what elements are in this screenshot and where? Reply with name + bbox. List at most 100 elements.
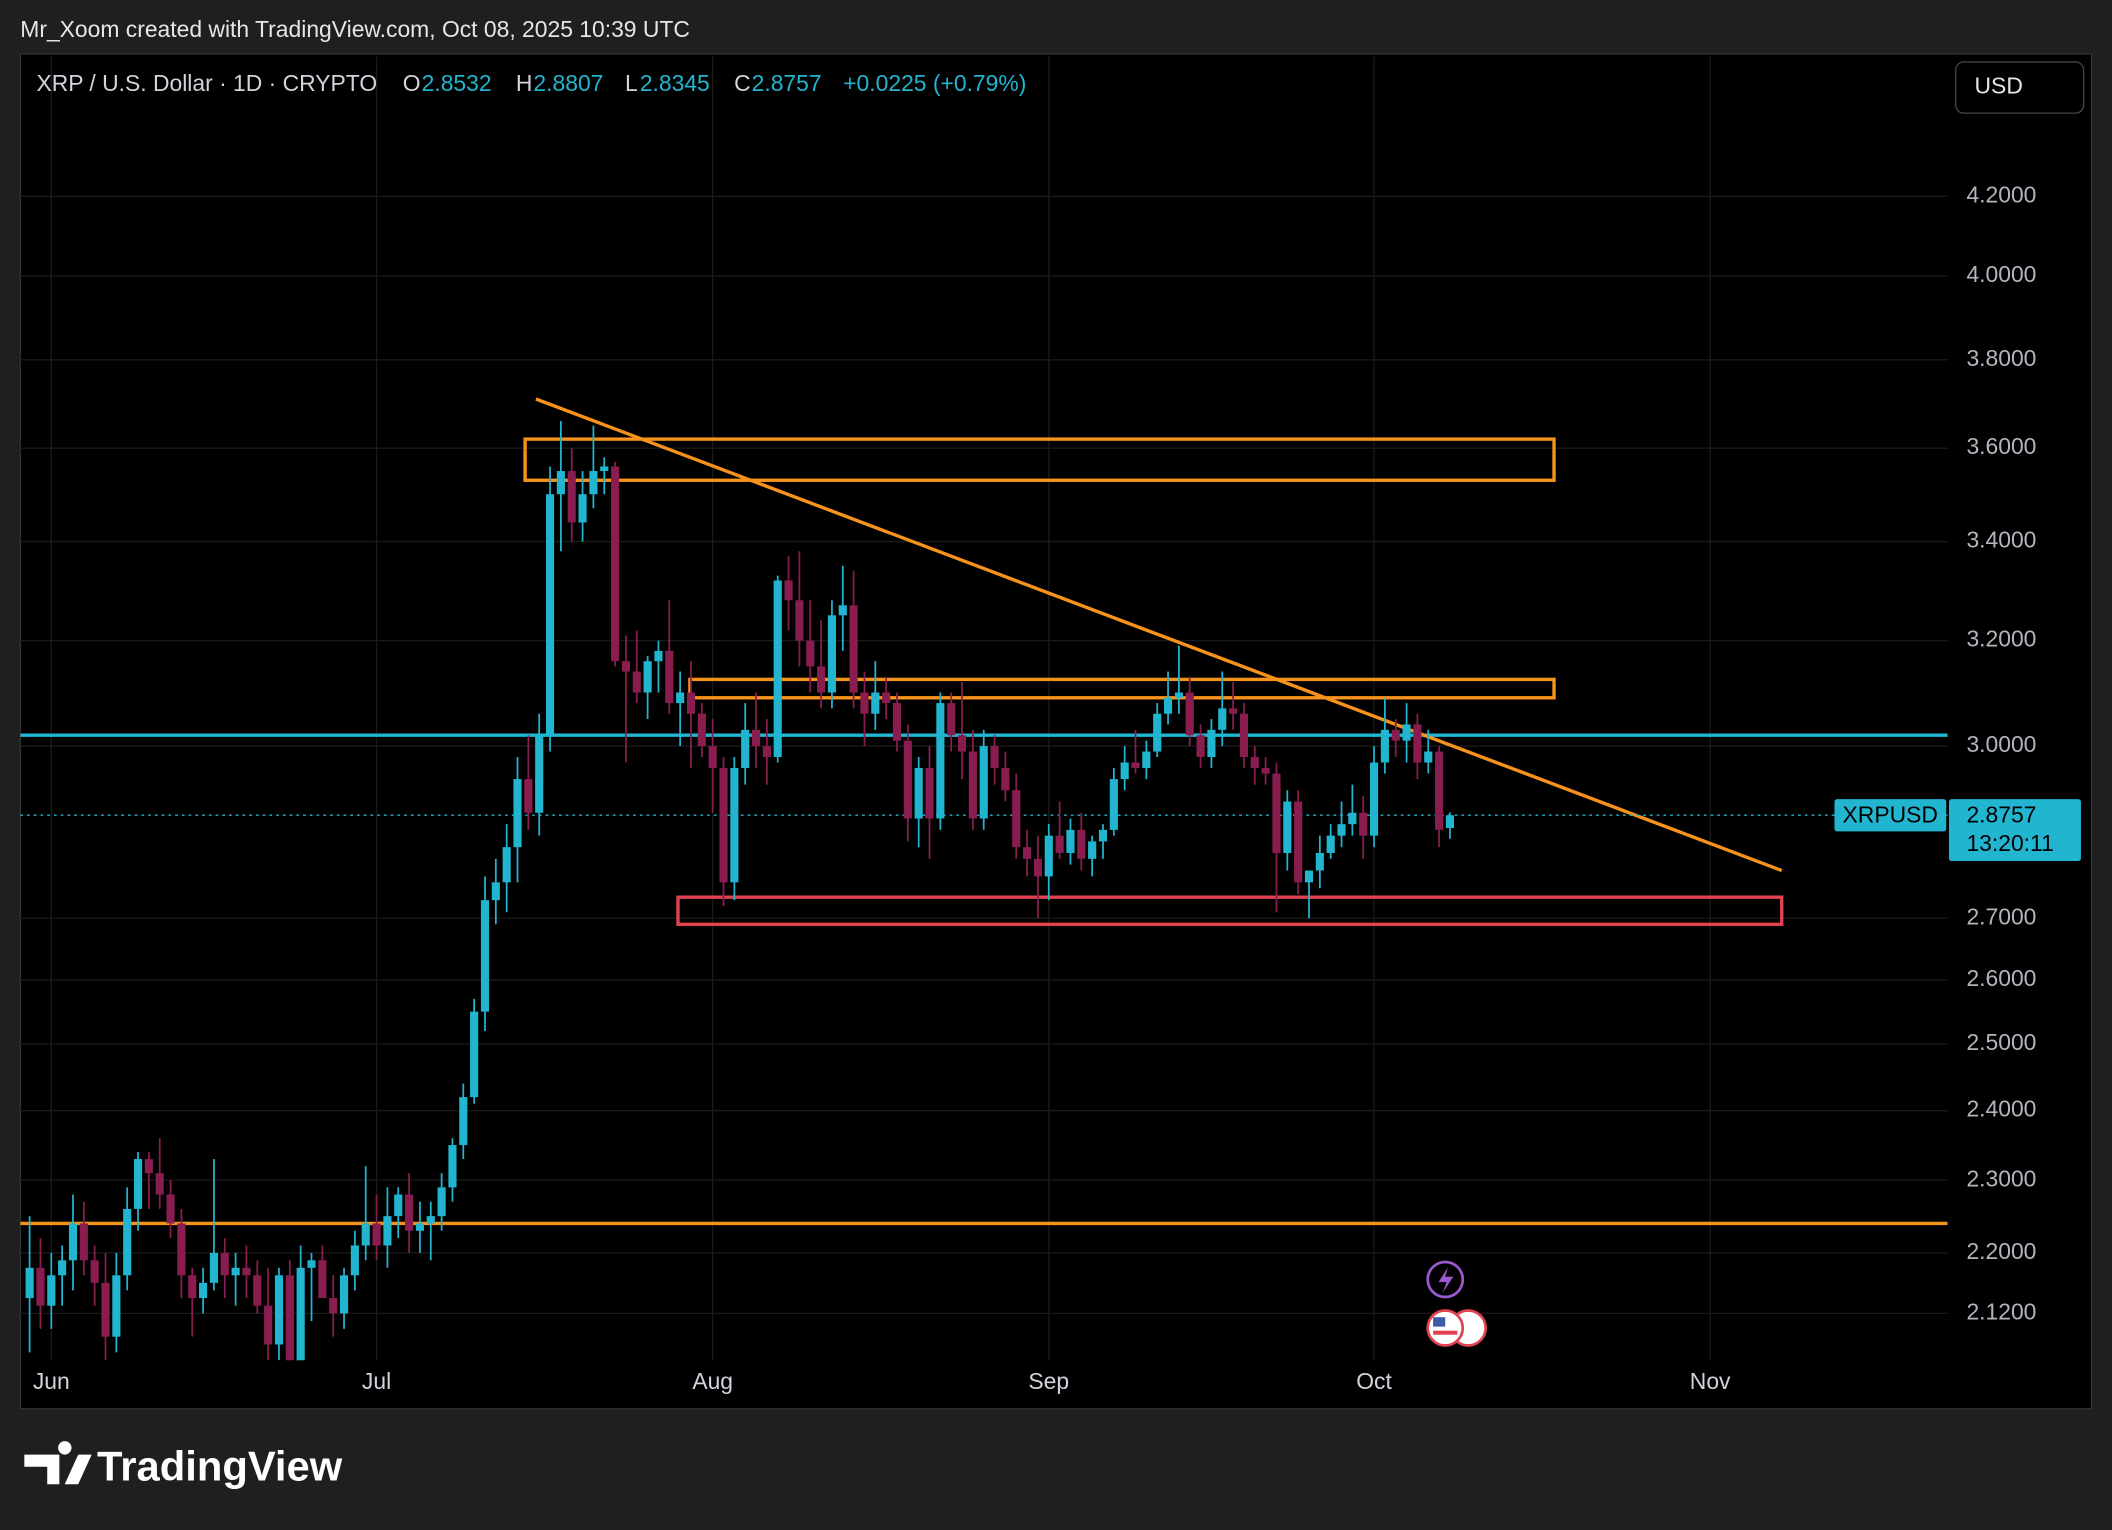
candle-body (1304, 870, 1314, 883)
y-tick-label: 4.0000 (1966, 261, 2036, 287)
candle-body (578, 494, 587, 523)
x-tick-label: Oct (1356, 1368, 1392, 1394)
candle-body (1185, 692, 1194, 736)
zone-box (688, 677, 1556, 700)
y-tick-label: 2.1200 (1966, 1298, 2036, 1324)
candle-body (762, 746, 771, 758)
candle-body (274, 1275, 284, 1345)
candle-body (285, 1275, 294, 1361)
candle-body (600, 466, 609, 472)
brand-name: TradingView (97, 1442, 343, 1489)
candle-body (25, 1267, 34, 1299)
candle-body (123, 1208, 132, 1276)
currency-button-frame[interactable] (1955, 61, 2085, 114)
candle-body (1142, 751, 1151, 769)
candle-body (1153, 713, 1162, 752)
candle-body (68, 1223, 78, 1261)
candle-body (871, 692, 880, 714)
candle-body (220, 1252, 229, 1276)
candle-body (882, 692, 891, 704)
candle-body (112, 1275, 121, 1337)
candle-body (350, 1245, 359, 1276)
candle-body (1272, 773, 1281, 853)
ohlc-label: H (516, 70, 533, 96)
candle-body (209, 1252, 218, 1283)
candle-body (806, 640, 815, 667)
candle-body (166, 1194, 175, 1224)
candle-body (1055, 835, 1064, 853)
symbol-tag-label: XRPUSD (1843, 802, 1938, 828)
candle-body (1402, 724, 1411, 741)
y-tick-label: 2.5000 (1966, 1029, 2036, 1055)
candle-body (968, 751, 977, 819)
currency-label[interactable]: USD (1975, 73, 2023, 99)
candle-body (979, 746, 988, 819)
candle-body (1077, 829, 1086, 859)
candle-body (1435, 751, 1444, 830)
candle-body (860, 692, 869, 714)
event-icon[interactable] (1426, 1309, 1465, 1347)
candle-body (784, 580, 793, 601)
candle-body (925, 768, 934, 819)
legend: XRP / U.S. Dollar · 1D · CRYPTO O 2.8532… (36, 70, 1026, 96)
x-tick-label: Aug (692, 1368, 733, 1394)
candle-body (1066, 829, 1075, 853)
event-icons[interactable] (1426, 1260, 1487, 1347)
currency-button[interactable]: USD (1955, 61, 2085, 114)
candle-body (1033, 858, 1043, 877)
candle-body (741, 729, 750, 769)
ohlc-label: O (403, 70, 421, 96)
ohlc-value: 2.8807 (533, 70, 603, 96)
ohlc-label: C (734, 70, 751, 96)
candle-body (990, 746, 999, 769)
candle-body (589, 471, 598, 495)
candle-body (1315, 852, 1324, 871)
candle-body (524, 779, 533, 813)
candle-body (719, 768, 728, 883)
candle-body (470, 1011, 479, 1098)
candle-body (253, 1275, 262, 1306)
candle-body (502, 847, 511, 883)
candle-body (1196, 735, 1205, 758)
y-tick-label: 3.2000 (1966, 626, 2036, 652)
candle-body (1294, 801, 1303, 883)
ohlc-label: L (625, 70, 638, 96)
y-tick-label: 4.2000 (1966, 181, 2036, 207)
y-tick-label: 2.2000 (1966, 1238, 2036, 1264)
candle-body (730, 768, 739, 883)
candle-body (632, 671, 641, 693)
candle-body (101, 1282, 110, 1337)
candle-body (1174, 692, 1183, 698)
y-tick-label: 2.6000 (1966, 965, 2036, 991)
candle-body (1120, 762, 1129, 780)
candle-body (1261, 768, 1270, 774)
candle-body (459, 1097, 468, 1146)
candle-body (1044, 835, 1053, 877)
zone-box (523, 437, 1556, 482)
candle-body (405, 1194, 414, 1231)
y-tick-label: 3.8000 (1966, 345, 2036, 371)
candle-body (1239, 713, 1249, 758)
event-icon[interactable] (1426, 1260, 1465, 1299)
candle-body (1250, 757, 1259, 769)
ohlc-value: 2.8757 (752, 70, 822, 96)
candle-body (448, 1145, 457, 1188)
y-tick-label: 2.7000 (1966, 903, 2036, 929)
candle-body (79, 1223, 88, 1261)
candle-body (437, 1187, 446, 1217)
candle-body (36, 1267, 45, 1306)
y-tick-label: 3.4000 (1966, 527, 2036, 553)
candle-body (535, 735, 544, 813)
candle-body (936, 703, 945, 819)
zone-box (676, 895, 1784, 926)
flag-part (1433, 1330, 1458, 1335)
candle-body (133, 1159, 143, 1209)
x-tick-label: Jun (33, 1368, 70, 1394)
candles (25, 421, 1455, 1361)
trend-line (535, 397, 1783, 873)
flag-part (1433, 1317, 1446, 1327)
candle-body (58, 1260, 67, 1276)
candle-body (1348, 812, 1357, 825)
candle-body (1218, 708, 1227, 730)
candle-body (914, 768, 923, 819)
